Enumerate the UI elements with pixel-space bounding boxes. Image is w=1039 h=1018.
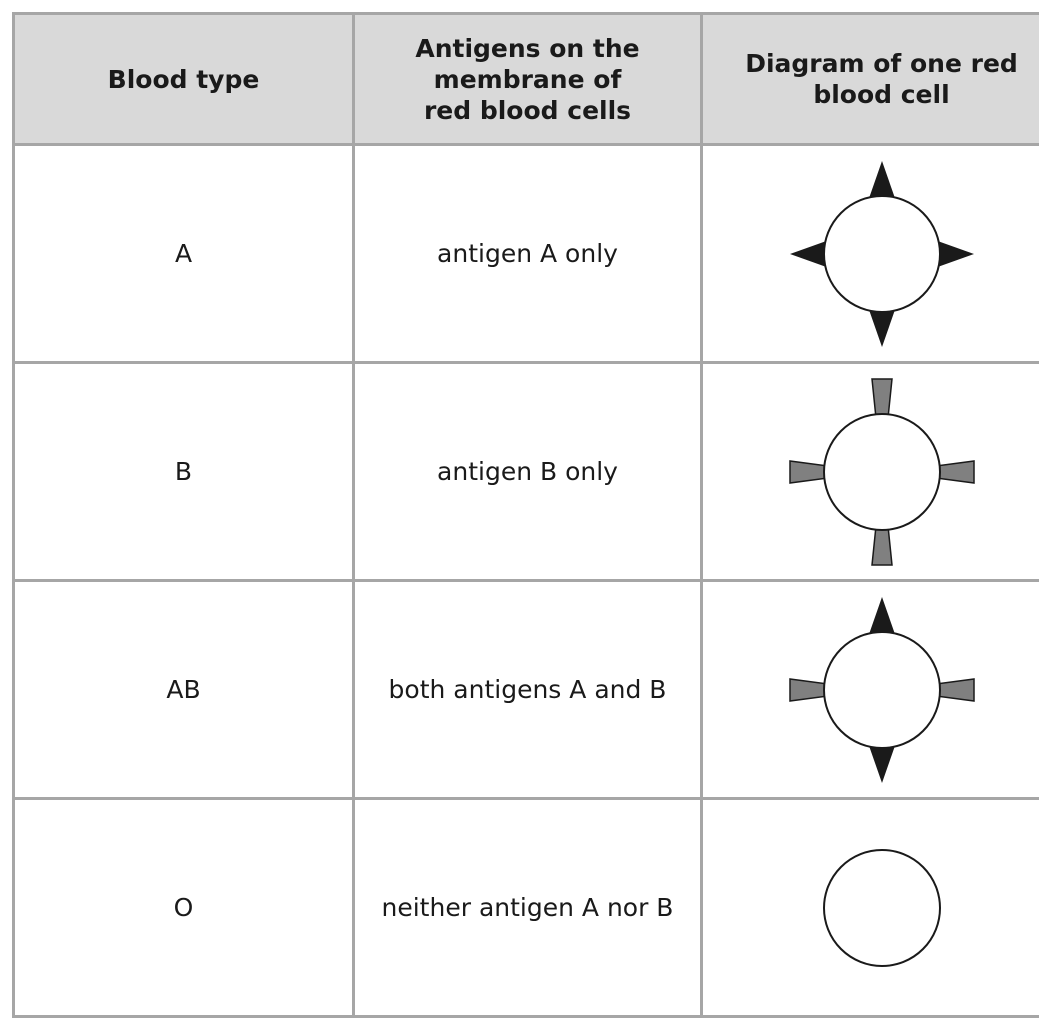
antigens: antigen B only: [354, 363, 702, 581]
header-text: red blood cells: [355, 95, 700, 126]
blood-type-table: Blood type Antigens on the membrane of r…: [12, 12, 1039, 1018]
blood-type: A: [14, 145, 354, 363]
blood-type: AB: [14, 581, 354, 799]
row: B antigen B only: [14, 363, 1039, 581]
header-row: Blood type Antigens on the membrane of r…: [14, 14, 1039, 145]
diagram-cell: [702, 799, 1039, 1017]
diagram-cell: [702, 145, 1039, 363]
cell-diagram: [782, 808, 982, 1008]
cell-diagram: [782, 372, 982, 572]
blood-type: O: [14, 799, 354, 1017]
cell-diagram: [782, 590, 982, 790]
header-cell: Diagram of one red blood cell: [702, 14, 1039, 145]
diagram-cell: [702, 363, 1039, 581]
header-text: blood cell: [703, 79, 1039, 110]
header-text: Blood type: [15, 64, 352, 95]
row: AB both antigens A and B: [14, 581, 1039, 799]
header-cell: Antigens on the membrane of red blood ce…: [354, 14, 702, 145]
header-text: membrane of: [355, 64, 700, 95]
cell-diagram: [782, 154, 982, 354]
header-text: Diagram of one red: [703, 48, 1039, 79]
antigens: neither antigen A nor B: [354, 799, 702, 1017]
row: O neither antigen A nor B: [14, 799, 1039, 1017]
header-text: Antigens on the: [355, 33, 700, 64]
diagram-cell: [702, 581, 1039, 799]
antigens: antigen A only: [354, 145, 702, 363]
row: A antigen A only: [14, 145, 1039, 363]
header-cell: Blood type: [14, 14, 354, 145]
antigens: both antigens A and B: [354, 581, 702, 799]
blood-type: B: [14, 363, 354, 581]
